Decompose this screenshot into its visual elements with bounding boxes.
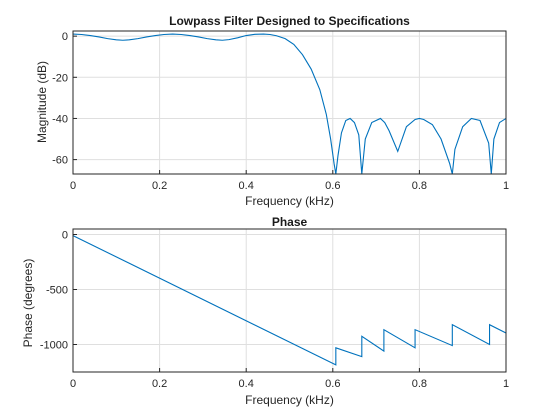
phase-y-tick-label: -1000	[40, 340, 68, 352]
phase-x-tick-label: 0	[70, 378, 76, 390]
magnitude-x-tick-label: 0.8	[412, 180, 427, 192]
phase-axes-box	[72, 228, 507, 373]
magnitude-x-tick-label: 0.4	[239, 180, 254, 192]
magnitude-chart-title: Lowpass Filter Designed to Specification…	[169, 14, 410, 28]
magnitude-y-tick-label: -60	[52, 155, 68, 167]
phase-x-tick-label: 0.4	[239, 378, 254, 390]
phase-grid	[72, 229, 507, 372]
magnitude-y-tick-label: -40	[52, 113, 68, 125]
phase-y-tick-label: -500	[46, 285, 68, 297]
phase-series-line	[72, 235, 507, 366]
magnitude-ticks: 0 0.2 0.4 0.6 0.8 1 0 -20 -40 -60	[52, 31, 509, 192]
phase-chart-title: Phase	[272, 215, 308, 229]
phase-y-axis-label: Phase (degrees)	[21, 259, 35, 348]
phase-x-tick-label: 0.8	[412, 378, 427, 390]
phase-x-axis-label: Frequency (kHz)	[245, 393, 334, 407]
phase-x-tick-label: 1	[503, 378, 509, 390]
magnitude-panel: Lowpass Filter Designed to Specification…	[35, 14, 509, 208]
phase-ticks: 0 0.2 0.4 0.6 0.8 1 0 -500 -1000	[40, 230, 509, 391]
magnitude-x-tick-label: 0	[70, 180, 76, 192]
magnitude-y-tick-label: -20	[52, 72, 68, 84]
phase-y-tick-label: 0	[62, 230, 68, 242]
magnitude-x-tick-label: 1	[503, 180, 509, 192]
magnitude-x-tick-label: 0.6	[325, 180, 340, 192]
magnitude-x-tick-label: 0.2	[152, 180, 167, 192]
magnitude-grid	[72, 31, 507, 174]
phase-x-tick-label: 0.6	[325, 378, 340, 390]
magnitude-x-axis-label: Frequency (kHz)	[245, 194, 334, 208]
magnitude-y-tick-label: 0	[62, 31, 68, 43]
magnitude-y-axis-label: Magnitude (dB)	[35, 61, 49, 143]
phase-x-tick-label: 0.2	[152, 378, 167, 390]
phase-panel: Phase 0 0.2 0.4 0.6 0.8 1 0 -500 -1000 Frequency…	[21, 215, 509, 407]
magnitude-series-line	[72, 33, 507, 175]
magnitude-axes-box	[72, 30, 507, 175]
